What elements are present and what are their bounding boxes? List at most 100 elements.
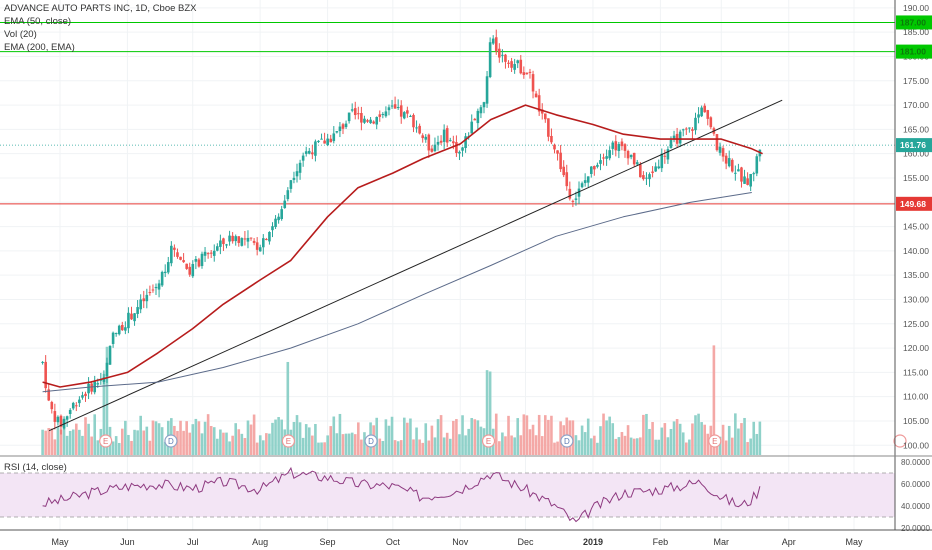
candle-body — [369, 119, 372, 124]
volume-bar — [470, 418, 474, 455]
candle-body — [412, 114, 415, 128]
volume-bar — [479, 426, 483, 455]
volume-bar — [71, 429, 75, 455]
volume-bar — [387, 425, 391, 455]
volume-bar — [142, 430, 146, 455]
candle-body — [261, 238, 265, 248]
candle-body — [565, 172, 569, 187]
volume-bar — [93, 414, 97, 455]
candle-body — [243, 238, 247, 240]
candle-body — [525, 72, 529, 75]
volume-bar — [657, 439, 661, 455]
volume-bar — [697, 413, 700, 455]
candle-body — [225, 244, 228, 246]
x-tick-label: Jun — [120, 537, 135, 547]
candle-body — [642, 175, 645, 180]
volume-bar — [151, 420, 155, 455]
x-tick-label: Mar — [714, 537, 730, 547]
volume-bar — [433, 437, 437, 455]
volume-bar — [390, 416, 394, 455]
volume-bar — [439, 415, 443, 455]
indicator-ema200-label[interactable]: EMA (200, EMA) — [4, 42, 75, 53]
candle-body — [176, 252, 179, 257]
candle-body — [620, 141, 624, 147]
indicator-volume-label[interactable]: Vol (20) — [4, 29, 37, 40]
volume-bar — [602, 413, 605, 455]
rsi-label[interactable]: RSI (14, close) — [4, 462, 67, 473]
volume-bar — [620, 432, 624, 455]
volume-bar — [746, 442, 749, 455]
candle-body — [249, 237, 253, 239]
candle-body — [304, 151, 308, 154]
candle-body — [513, 64, 516, 70]
candle-body — [715, 134, 719, 151]
volume-bar — [752, 421, 756, 455]
candle-body — [623, 144, 627, 151]
candle-body — [577, 188, 581, 197]
volume-bar — [461, 415, 464, 455]
candle-body — [90, 383, 93, 392]
volume-bars — [41, 345, 762, 455]
volume-bar — [571, 420, 575, 455]
candle-body — [280, 209, 283, 220]
volume-bar — [611, 423, 615, 455]
volume-bar — [485, 370, 489, 455]
volume-bar — [59, 429, 63, 455]
volume-bar — [317, 442, 320, 455]
volume-bar — [111, 441, 115, 455]
volume-bar — [209, 425, 213, 455]
volume-bar — [286, 361, 290, 455]
candle-body — [528, 71, 532, 73]
volume-bar — [157, 423, 161, 455]
volume-bar — [353, 434, 357, 455]
volume-bar — [182, 430, 185, 455]
volume-bar — [427, 440, 431, 455]
volume-bar — [574, 435, 578, 455]
volume-bar — [228, 441, 231, 455]
indicator-ema50-label[interactable]: EMA (50, close) — [4, 16, 72, 27]
candle-body — [553, 144, 556, 150]
y-tick-label: 120.00 — [903, 343, 929, 353]
y-tick-label: 130.00 — [903, 294, 929, 304]
candle-body — [479, 107, 483, 114]
candle-body — [59, 415, 63, 427]
marker-label: E — [712, 437, 717, 446]
candle-body — [743, 176, 746, 184]
current-price-tag: 161.76 — [900, 140, 926, 150]
candle-body — [222, 238, 225, 245]
volume-bar — [452, 420, 455, 455]
candle-body — [78, 399, 81, 404]
candle-body — [139, 299, 142, 310]
volume-bar — [730, 437, 734, 455]
candle-body — [108, 345, 112, 365]
volume-bar — [724, 440, 728, 455]
candle-body — [639, 164, 642, 178]
volume-bar — [712, 345, 716, 455]
candle-body — [706, 110, 710, 119]
candle-body — [255, 242, 259, 250]
volume-bar — [341, 434, 345, 455]
candle-body — [246, 237, 250, 242]
candle-body — [663, 155, 667, 157]
candle-body — [669, 140, 673, 148]
candle-body — [154, 286, 158, 289]
candle-body — [709, 117, 713, 128]
candle-body — [102, 377, 106, 382]
volume-bar — [666, 437, 670, 455]
candle-body — [194, 258, 198, 262]
x-tick-label: Jul — [187, 537, 199, 547]
candle-body — [617, 144, 621, 152]
volume-bar — [41, 429, 44, 455]
volume-bar — [200, 433, 204, 455]
candle-body — [311, 152, 314, 155]
volume-bar — [298, 422, 302, 455]
candle-body — [586, 176, 590, 183]
candle-body — [117, 325, 121, 335]
candle-body — [599, 160, 602, 164]
volume-bar — [375, 417, 379, 455]
candle-body — [534, 93, 538, 98]
volume-bar — [651, 422, 654, 455]
volume-bar — [626, 425, 630, 455]
